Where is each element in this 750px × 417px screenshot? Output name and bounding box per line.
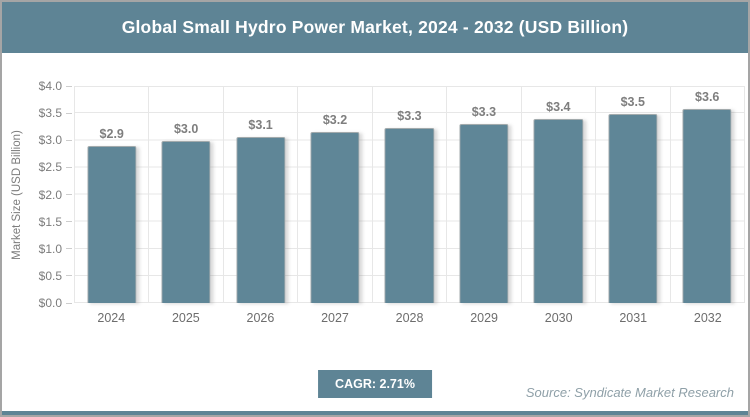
bar-column-2026: $3.1: [224, 87, 299, 303]
y-tick-3-5: $3.5: [2, 105, 72, 121]
bar-value-label: $3.0: [173, 122, 199, 136]
bar-2032: [682, 108, 732, 303]
bar-2029: [459, 123, 509, 303]
bar-2024: [87, 146, 137, 303]
y-tick-2-0: $2.0: [2, 187, 72, 203]
bar-value-label: $3.2: [322, 113, 348, 128]
bar-2028: [384, 128, 435, 303]
y-tick-1-0: $1.0: [2, 241, 72, 257]
x-tick-label-2025: 2025: [171, 311, 200, 325]
bar-value-label: $3.6: [695, 89, 720, 104]
y-tick-mark: [66, 302, 72, 304]
y-tick-mark: [66, 194, 72, 195]
y-tick-mark: [66, 166, 72, 168]
y-tick-2-5: $2.5: [2, 159, 72, 175]
y-tick-label: $2.0: [38, 187, 62, 202]
bar-column-2032: $3.6: [671, 87, 744, 303]
source-attribution: Source: Syndicate Market Research: [525, 385, 734, 400]
y-tick-mark: [66, 221, 72, 223]
y-tick-mark: [66, 248, 72, 250]
bottom-accent-strip: [2, 411, 748, 415]
y-tick-label: $0.5: [38, 268, 62, 283]
bar-column-2030: $3.4: [522, 87, 597, 303]
bar-value-label: $3.4: [546, 99, 571, 114]
x-tick-label-2029: 2029: [470, 311, 498, 325]
y-tick-mark: [66, 112, 72, 114]
y-tick-mark: [66, 85, 72, 87]
y-axis-ticks: $0.0 $0.5 $1.0 $1.5 $2.0 $2.5 $3.0 $3.5 $4.0: [2, 79, 72, 310]
plot-area: $2.9 $3.0 $3.1 $3.2 $3.3 $3.3 $3.4 $3.5 $3.6: [74, 86, 745, 303]
bar-value-label: $3.3: [471, 104, 497, 119]
y-tick-4-0: $4.0: [2, 78, 72, 94]
x-tick-label-2024: 2024: [97, 311, 126, 325]
bar-column-2029: $3.3: [447, 87, 522, 303]
bar-column-2031: $3.5: [596, 87, 671, 303]
y-tick-0-5: $0.5: [2, 268, 72, 284]
bar-value-label: $2.9: [99, 127, 124, 142]
bar-value-label: $3.3: [397, 109, 422, 124]
y-tick-label: $3.5: [38, 106, 62, 121]
bar-column-2024: $2.9: [75, 87, 150, 303]
y-tick-mark: [66, 139, 72, 141]
y-tick-label: $3.0: [38, 133, 62, 148]
y-tick-label: $4.0: [38, 79, 62, 93]
y-tick-0-0: $0.0: [2, 295, 72, 311]
bar-2027: [310, 132, 360, 303]
bar-2030: [533, 118, 583, 303]
bar-column-2028: $3.3: [373, 87, 448, 303]
bar-2031: [608, 114, 658, 303]
y-tick-3-0: $3.0: [2, 132, 72, 148]
x-tick-label-2032: 2032: [693, 311, 722, 325]
x-tick-label-2026: 2026: [246, 311, 275, 325]
cagr-badge: CAGR: 2.71%: [318, 370, 432, 398]
bar-value-label: $3.1: [248, 117, 273, 132]
y-tick-1-5: $1.5: [2, 214, 72, 230]
bar-2025: [161, 141, 211, 303]
bar-column-2025: $3.0: [149, 87, 224, 303]
y-tick-label: $2.5: [38, 160, 62, 175]
x-axis-labels: 2024 2025 2026 2027 2028 2029 2030 2031 2032: [74, 311, 745, 325]
chart-title-bar: Global Small Hydro Power Market, 2024 - …: [2, 2, 748, 53]
x-tick-label-2028: 2028: [395, 311, 424, 325]
x-tick-label-2030: 2030: [544, 311, 573, 325]
x-tick-label-2031: 2031: [619, 311, 648, 325]
bar-value-label: $3.5: [620, 95, 645, 109]
bar-2026: [235, 136, 286, 303]
y-tick-mark: [66, 275, 72, 277]
y-tick-label: $1.5: [38, 214, 62, 229]
bar-column-2027: $3.2: [298, 87, 373, 303]
chart-title: Global Small Hydro Power Market, 2024 - …: [121, 17, 629, 37]
x-tick-label-2027: 2027: [321, 311, 349, 325]
y-tick-label: $0.0: [38, 296, 62, 310]
y-tick-label: $1.0: [38, 241, 62, 256]
